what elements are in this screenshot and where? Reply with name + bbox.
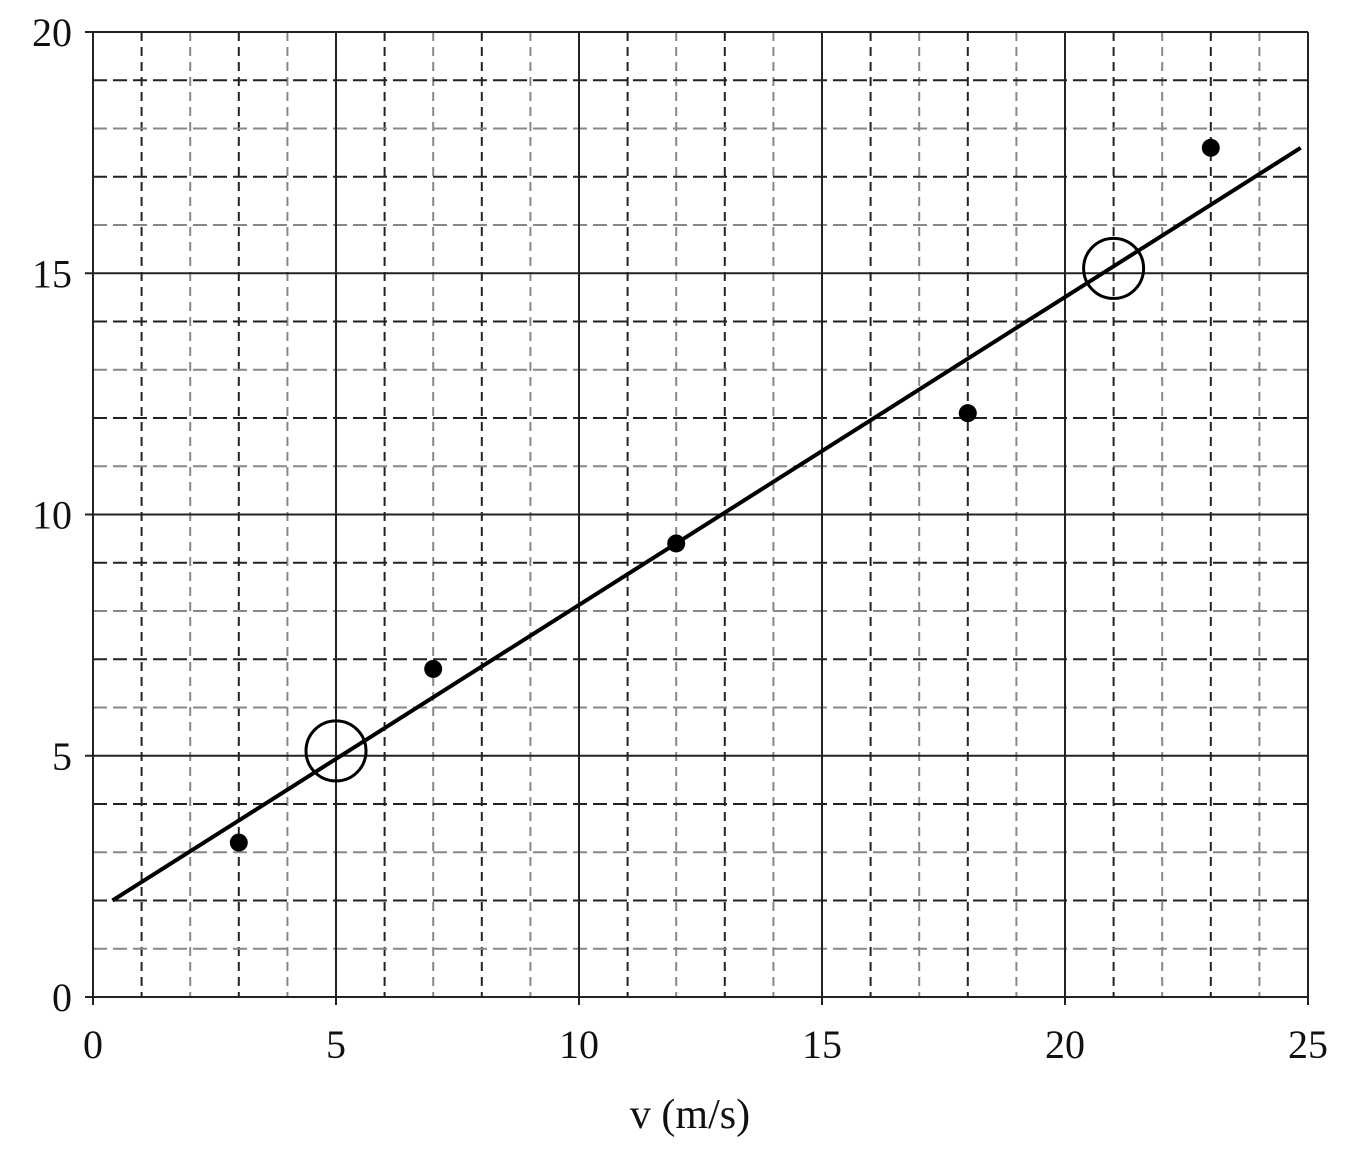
y-tick-label: 5 [52, 734, 72, 779]
x-tick-label: 0 [83, 1022, 103, 1067]
y-tick-label: 15 [32, 251, 72, 296]
data-point [958, 404, 977, 423]
y-tick-label: 20 [32, 10, 72, 55]
x-axis-label: v (m/s) [630, 1092, 750, 1138]
x-tick-label: 10 [559, 1022, 599, 1067]
x-tick-label: 25 [1288, 1022, 1328, 1067]
circled-point [1082, 236, 1146, 300]
fit-line [111, 146, 1302, 903]
data-point [424, 659, 443, 678]
data-point [229, 833, 248, 852]
data-point [667, 534, 686, 553]
circled-point [304, 719, 368, 783]
x-tick-label: 5 [326, 1022, 346, 1067]
y-tick-label: 10 [32, 493, 72, 538]
x-tick-label: 15 [802, 1022, 842, 1067]
x-tick-label: 20 [1045, 1022, 1085, 1067]
y-tick-label: 0 [52, 975, 72, 1020]
data-point [1201, 138, 1220, 157]
